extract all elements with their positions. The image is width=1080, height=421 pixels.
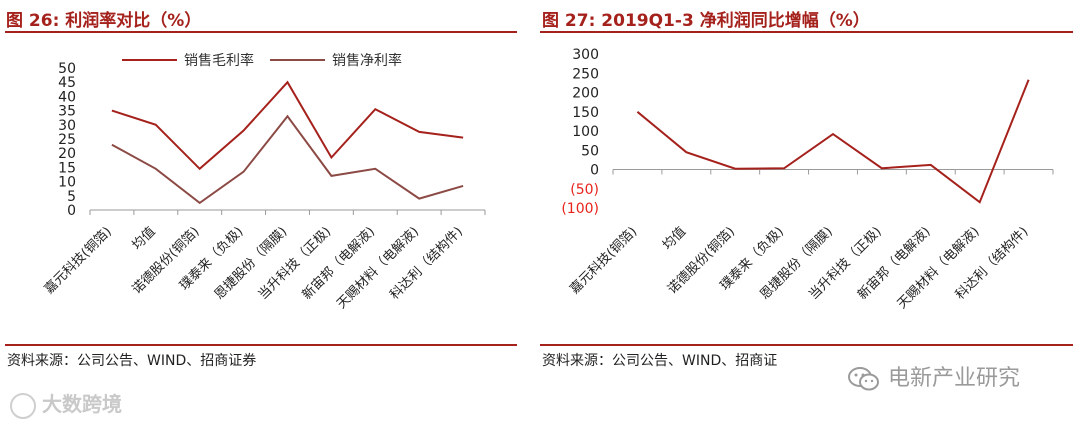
series-line-1: [636, 79, 1030, 204]
source-rule-left: [5, 344, 517, 346]
y-tick-label: 10: [58, 175, 76, 191]
y-tick-label: 150: [572, 105, 599, 121]
chart-title-right: 图 27: 2019Q1-3 净利润同比增幅（%）: [542, 11, 870, 31]
legend-label-2: 销售净利率: [332, 52, 402, 69]
x-category-label: 嘉元科技(铜箔): [41, 224, 115, 298]
watermark-left-text: 大数跨境: [42, 392, 122, 416]
x-category-label: 嘉元科技(铜箔): [567, 224, 641, 298]
y-tick-label: 35: [58, 104, 76, 120]
y-tick-label: 250: [572, 66, 599, 82]
legend-label-1: 销售毛利率: [184, 52, 254, 69]
y-tick-label: 25: [58, 132, 76, 148]
y-tick-label: 0: [590, 163, 599, 179]
x-category-label: 均值: [659, 224, 689, 254]
y-tick-label: 50: [58, 61, 76, 77]
wechat-icon: [848, 366, 880, 392]
y-tick-label: 200: [572, 86, 599, 102]
watermark-logo-icon: [10, 392, 36, 419]
source-rule-right: [540, 344, 1073, 346]
y-tick-label: 100: [572, 124, 599, 140]
x-category-label: 天赐材料（电解液): [334, 224, 422, 312]
y-tick-label: 20: [58, 146, 76, 162]
series-line-1: [111, 80, 464, 171]
watermark-left: 大数跨境: [10, 388, 122, 419]
chart-title-left: 图 26: 利润率对比（%）: [6, 11, 202, 31]
watermark-right: 电新产业研究: [848, 360, 1020, 392]
y-tick-label: 300: [572, 47, 599, 63]
watermark-right-text: 电新产业研究: [888, 366, 1021, 391]
y-tick-label: 15: [58, 160, 76, 176]
source-note-right: 资料来源：公司公告、WIND、招商证: [542, 353, 778, 369]
y-tick-label: 45: [58, 75, 76, 91]
x-category-label: 均值: [129, 224, 159, 254]
y-tick-label: 5: [67, 189, 76, 205]
source-note-left: 资料来源：公司公告、WIND、招商证券: [7, 353, 257, 369]
title-rule-right: [540, 31, 1073, 33]
series-line-2: [111, 114, 464, 205]
x-category-label: 新宙邦（电解液): [299, 224, 378, 303]
x-category-label: 天赐材料（电解液): [895, 224, 983, 312]
y-tick-label: 30: [58, 118, 76, 134]
y-tick-label: (50): [570, 182, 599, 198]
y-tick-label: 0: [67, 203, 76, 219]
y-tick-label: 40: [58, 89, 76, 105]
title-rule-left: [5, 31, 517, 33]
y-tick-label: 50: [581, 143, 599, 159]
y-tick-label: (100): [561, 201, 599, 217]
